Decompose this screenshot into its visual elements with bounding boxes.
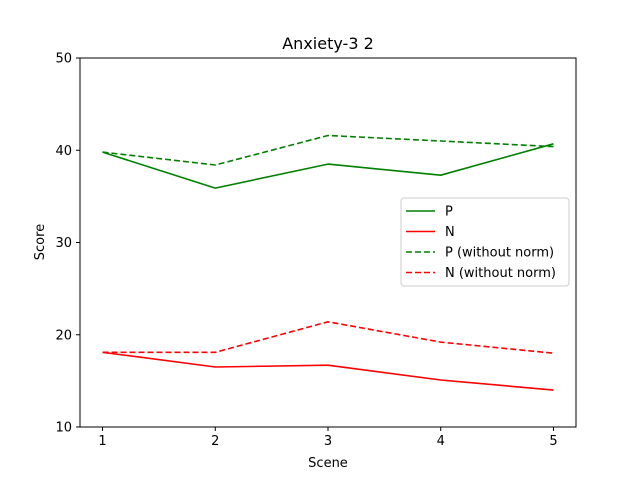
series-line-2 bbox=[102, 134, 554, 166]
x-tick-label: 5 bbox=[549, 434, 557, 449]
legend-box bbox=[400, 197, 570, 287]
y-tick-label: 40 bbox=[55, 144, 72, 159]
x-tick-label: 3 bbox=[324, 434, 332, 449]
legend-entry-0: P bbox=[445, 205, 453, 220]
legend-entry-3: N (without norm) bbox=[445, 266, 556, 281]
x-tick-label: 2 bbox=[211, 434, 219, 449]
series-line-3 bbox=[102, 320, 554, 354]
chart-title: Anxiety-3 2 bbox=[282, 34, 374, 53]
x-tick-label: 4 bbox=[437, 434, 445, 449]
y-axis-label: Score bbox=[33, 224, 48, 260]
series-line-1 bbox=[102, 351, 554, 391]
plot-area: 1 2 3 4 5 10 20 30 40 50 bbox=[55, 52, 577, 449]
y-tick-label: 20 bbox=[55, 328, 72, 343]
y-tick-label: 50 bbox=[55, 52, 72, 67]
y-tick-label: 30 bbox=[55, 236, 72, 251]
legend-entry-2: P (without norm) bbox=[445, 246, 554, 261]
x-axis-label: Scene bbox=[308, 456, 348, 471]
legend-entry-1: N bbox=[445, 225, 455, 240]
y-tick-label: 10 bbox=[55, 421, 72, 436]
legend: PN P (without norm) N (without norm) bbox=[400, 197, 570, 287]
x-tick-label: 1 bbox=[98, 434, 106, 449]
series-line-0 bbox=[102, 143, 554, 189]
